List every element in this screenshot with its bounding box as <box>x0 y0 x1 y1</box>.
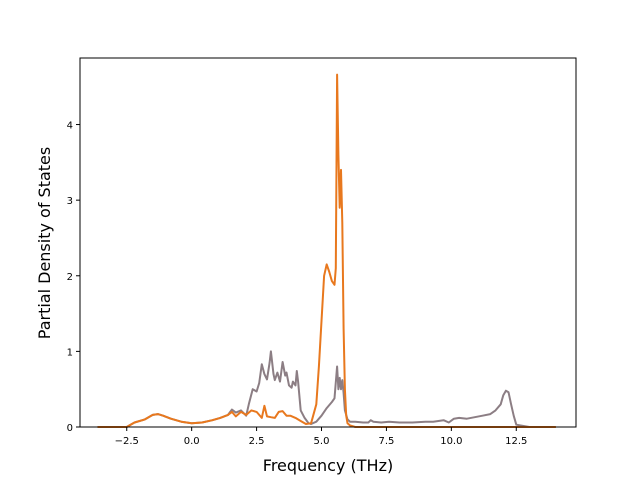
x-tick-label: 10.0 <box>440 436 462 447</box>
y-tick-label: 4 <box>67 121 73 132</box>
x-tick-label: 12.5 <box>505 436 527 447</box>
x-tick-label: 5.0 <box>314 436 330 447</box>
y-axis-title: Partial Density of States <box>35 147 54 339</box>
series-line-1 <box>97 350 557 428</box>
y-tick-label: 0 <box>67 423 73 434</box>
x-tick-label: 0.0 <box>184 436 200 447</box>
y-tick-label: 2 <box>67 272 73 283</box>
x-tick-label: 7.5 <box>378 436 394 447</box>
plot-frame <box>79 57 577 428</box>
y-tick-label: 3 <box>67 196 73 207</box>
y-axis: 0 1 2 3 4 <box>67 121 80 434</box>
series-line-2 <box>97 73 557 428</box>
series-layer <box>97 73 557 428</box>
y-tick-label: 1 <box>67 347 73 358</box>
x-axis: −2.5 0.0 2.5 5.0 7.5 10.0 12.5 <box>115 427 527 447</box>
x-tick-label: −2.5 <box>115 436 139 447</box>
x-tick-label: 2.5 <box>249 436 265 447</box>
x-axis-title: Frequency (THz) <box>263 456 393 475</box>
